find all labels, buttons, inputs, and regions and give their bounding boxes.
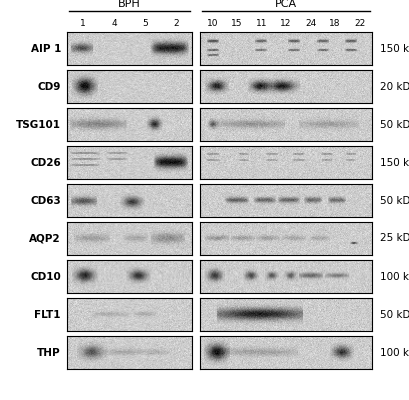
Text: 25 kDa: 25 kDa [380, 234, 409, 244]
Text: CD9: CD9 [38, 82, 61, 92]
Text: AIP 1: AIP 1 [31, 44, 61, 54]
Text: FLT1: FLT1 [34, 310, 61, 320]
Text: 50 kDa: 50 kDa [380, 120, 409, 130]
Text: 50 kDa: 50 kDa [380, 310, 409, 320]
Text: 24: 24 [305, 20, 316, 28]
Text: CD26: CD26 [30, 158, 61, 168]
Text: 100 kDa: 100 kDa [380, 272, 409, 282]
Text: TSG101: TSG101 [16, 120, 61, 130]
Text: 100 kDa: 100 kDa [380, 348, 409, 358]
Text: AQP2: AQP2 [29, 234, 61, 244]
Text: 10: 10 [207, 20, 218, 28]
Text: 1: 1 [80, 20, 85, 28]
Text: 5: 5 [142, 20, 148, 28]
Text: 150 kDa: 150 kDa [380, 44, 409, 54]
Text: 20 kDa: 20 kDa [380, 82, 409, 92]
Text: 22: 22 [354, 20, 365, 28]
Text: 11: 11 [256, 20, 267, 28]
Text: 50 kDa: 50 kDa [380, 196, 409, 206]
Text: CD10: CD10 [30, 272, 61, 282]
Text: THP: THP [37, 348, 61, 358]
Text: 4: 4 [111, 20, 117, 28]
Text: 15: 15 [231, 20, 243, 28]
Text: 12: 12 [280, 20, 292, 28]
Text: 150 kDa: 150 kDa [380, 158, 409, 168]
Text: PCA: PCA [275, 0, 297, 9]
Text: 2: 2 [173, 20, 179, 28]
Text: BPH: BPH [118, 0, 141, 9]
Text: CD63: CD63 [30, 196, 61, 206]
Text: 18: 18 [329, 20, 341, 28]
